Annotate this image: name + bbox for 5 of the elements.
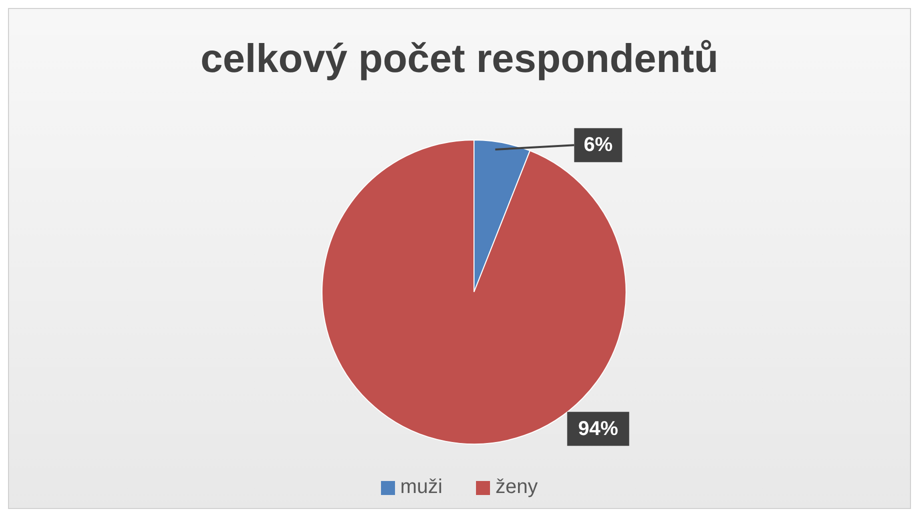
data-label: 94% [578, 418, 618, 440]
data-label: 6% [584, 134, 613, 156]
chart-title: celkový počet respondentů [200, 37, 720, 82]
slice-label: ženy [495, 476, 538, 499]
legend-label: muži [400, 476, 442, 499]
